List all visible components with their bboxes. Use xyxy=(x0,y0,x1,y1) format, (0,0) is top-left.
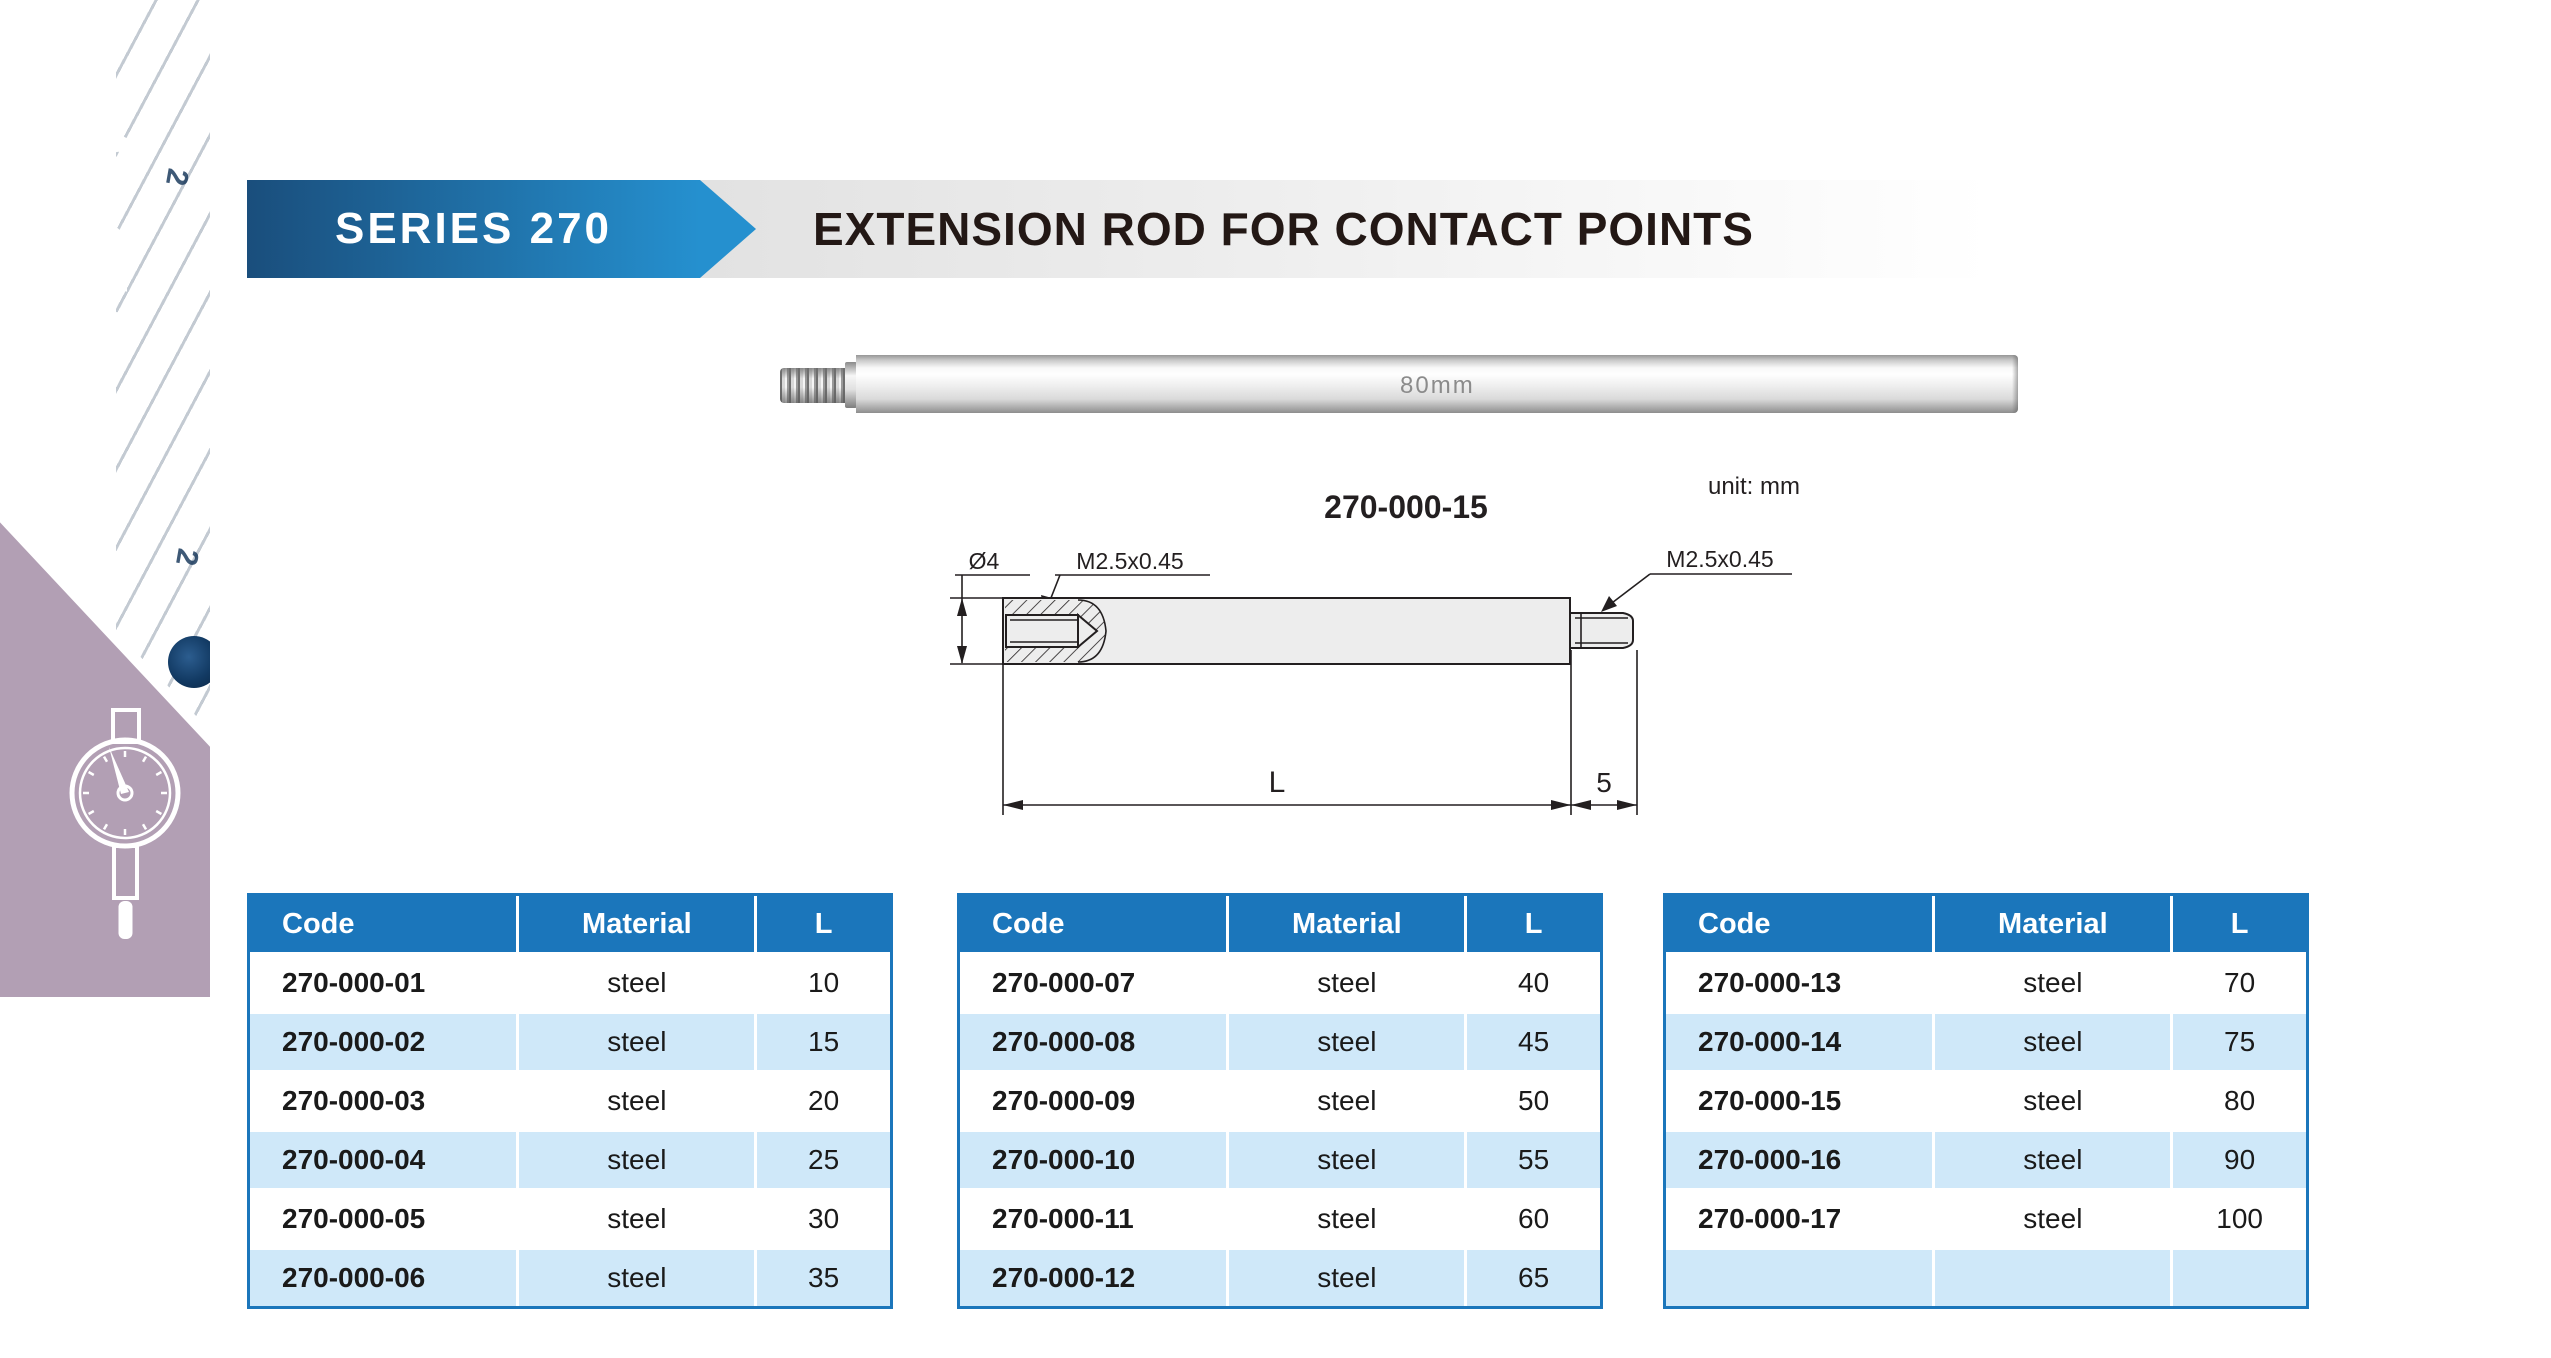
dim-thread-right-label: M2.5x0.45 xyxy=(1666,546,1773,572)
column-header-length: L xyxy=(757,896,890,952)
column-header-material: Material xyxy=(1935,896,2171,952)
cell-length: 70 xyxy=(2173,955,2306,1011)
cell-code: 270-000-06 xyxy=(250,1250,517,1306)
page-title: EXTENSION ROD FOR CONTACT POINTS xyxy=(813,203,1754,255)
cell-length: 100 xyxy=(2173,1191,2306,1247)
cell-code: 270-000-09 xyxy=(960,1073,1227,1129)
cell-code: 270-000-03 xyxy=(250,1073,517,1129)
cell-code: 270-000-12 xyxy=(960,1250,1227,1306)
column-header-length: L xyxy=(1467,896,1600,952)
cell-length: 40 xyxy=(1467,955,1600,1011)
cell-material: steel xyxy=(1935,1132,2171,1188)
cell-material xyxy=(1935,1250,2171,1306)
dial-indicator-icon xyxy=(69,708,181,939)
column-header-material: Material xyxy=(519,896,755,952)
cell-material: steel xyxy=(519,1250,755,1306)
cell-length: 30 xyxy=(757,1191,890,1247)
product-table-2: Code Material L 270-000-07 steel 40 270-000-08… xyxy=(957,893,1603,1309)
cell-material: steel xyxy=(1229,1250,1465,1306)
dim-length-label: L xyxy=(1269,766,1286,799)
dim-thread-left-label: M2.5x0.45 xyxy=(1076,548,1183,574)
ruler-digit: 2 xyxy=(169,546,205,569)
rod-photo-collar xyxy=(845,362,857,408)
technical-drawing: 270-000-15 unit: mm Ø4 M2.5x0.45 M2.5x0.… xyxy=(950,473,1800,815)
ruler-digit: 2 xyxy=(159,166,195,189)
cell-code: 270-000-15 xyxy=(1666,1073,1933,1129)
cell-code: 270-000-02 xyxy=(250,1014,517,1070)
column-header-material: Material xyxy=(1229,896,1465,952)
cell-length: 45 xyxy=(1467,1014,1600,1070)
dim-stud-label: 5 xyxy=(1596,767,1612,798)
cell-code: 270-000-04 xyxy=(250,1132,517,1188)
cell-code: 270-000-05 xyxy=(250,1191,517,1247)
cell-code: 270-000-16 xyxy=(1666,1132,1933,1188)
cell-material: steel xyxy=(1229,955,1465,1011)
cell-code xyxy=(1666,1250,1933,1306)
cell-length: 65 xyxy=(1467,1250,1600,1306)
series-label: SERIES 270 xyxy=(334,204,613,253)
cell-length: 50 xyxy=(1467,1073,1600,1129)
cell-length: 90 xyxy=(2173,1132,2306,1188)
cell-length: 75 xyxy=(2173,1014,2306,1070)
sidebar: 2 2 ACCUD xyxy=(0,0,210,997)
cell-material: steel xyxy=(519,1132,755,1188)
cell-length: 35 xyxy=(757,1250,890,1306)
cell-material: steel xyxy=(1935,1014,2171,1070)
cell-code: 270-000-01 xyxy=(250,955,517,1011)
rod-photo-body xyxy=(856,355,2018,413)
cell-material: steel xyxy=(1935,1073,2171,1129)
column-header-code: Code xyxy=(960,896,1227,952)
cell-material: steel xyxy=(519,1014,755,1070)
cell-code: 270-000-08 xyxy=(960,1014,1227,1070)
cell-material: steel xyxy=(1935,1191,2171,1247)
cell-code: 270-000-17 xyxy=(1666,1191,1933,1247)
rod-engraving: 80mm xyxy=(1400,372,1475,399)
caliper-screw xyxy=(168,636,210,688)
column-header-code: Code xyxy=(250,896,517,952)
cell-length: 20 xyxy=(757,1073,890,1129)
dim-diameter-label: Ø4 xyxy=(969,548,1000,574)
cell-length: 60 xyxy=(1467,1191,1600,1247)
cell-material: steel xyxy=(1229,1014,1465,1070)
cell-code: 270-000-10 xyxy=(960,1132,1227,1188)
cell-length: 15 xyxy=(757,1014,890,1070)
cell-code: 270-000-07 xyxy=(960,955,1227,1011)
drawing-part-number: 270-000-15 xyxy=(1324,489,1488,525)
cell-length: 80 xyxy=(2173,1073,2306,1129)
cell-code: 270-000-11 xyxy=(960,1191,1227,1247)
cell-length: 25 xyxy=(757,1132,890,1188)
cell-material: steel xyxy=(519,955,755,1011)
product-table-1: Code Material L 270-000-01 steel 10 270-000-02… xyxy=(247,893,893,1309)
cell-length xyxy=(2173,1250,2306,1306)
rod-photo-thread xyxy=(780,368,846,403)
cell-material: steel xyxy=(1229,1073,1465,1129)
cell-material: steel xyxy=(1229,1132,1465,1188)
cell-material: steel xyxy=(519,1191,755,1247)
cell-length: 10 xyxy=(757,955,890,1011)
product-table-3: Code Material L 270-000-13 steel 70 270-000-14… xyxy=(1663,893,2309,1309)
cell-code: 270-000-14 xyxy=(1666,1014,1933,1070)
cell-material: steel xyxy=(1935,955,2171,1011)
column-header-code: Code xyxy=(1666,896,1933,952)
drawing-unit-label: unit: mm xyxy=(1708,473,1800,500)
title-band xyxy=(700,180,1990,278)
series-banner: SERIES 270 xyxy=(247,180,700,278)
cell-material: steel xyxy=(1229,1191,1465,1247)
column-header-length: L xyxy=(2173,896,2306,952)
cell-material: steel xyxy=(519,1073,755,1129)
brand-logo: ACCUD xyxy=(61,112,141,377)
cell-code: 270-000-13 xyxy=(1666,955,1933,1011)
cell-length: 55 xyxy=(1467,1132,1600,1188)
banner-arrow xyxy=(700,180,756,278)
